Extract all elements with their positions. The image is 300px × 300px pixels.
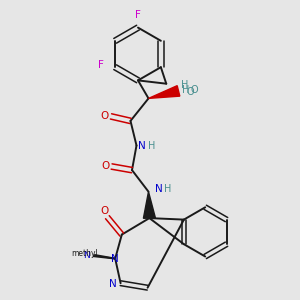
Text: N: N (154, 184, 162, 194)
Text: O: O (100, 206, 109, 216)
Text: O: O (100, 111, 109, 121)
Text: N: N (109, 279, 117, 290)
Text: N: N (84, 251, 90, 260)
Text: N: N (138, 141, 146, 151)
Text: H: H (182, 80, 189, 91)
Text: O: O (101, 161, 109, 171)
Text: F: F (135, 10, 141, 20)
Text: O: O (190, 85, 198, 95)
Polygon shape (148, 86, 180, 98)
Text: F: F (98, 60, 104, 70)
Text: H: H (182, 85, 190, 95)
Polygon shape (143, 192, 155, 218)
Text: H: H (164, 184, 172, 194)
Text: O: O (186, 87, 194, 98)
Text: H: H (148, 141, 155, 151)
Text: N: N (111, 254, 119, 265)
Text: methyl: methyl (71, 249, 98, 258)
